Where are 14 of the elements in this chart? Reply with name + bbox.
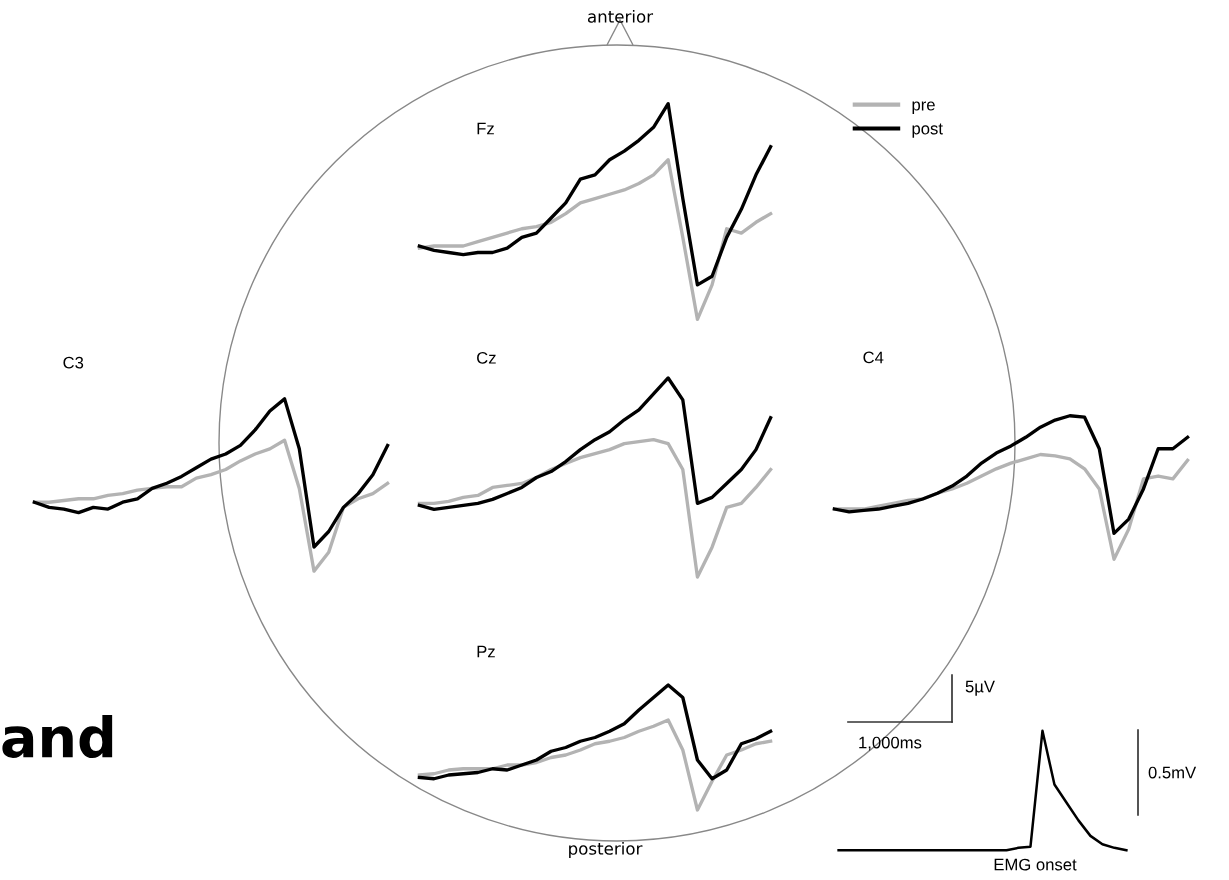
text: posterior	[569, 841, 643, 859]
chart-title: Pz	[477, 645, 495, 658]
text: anterior	[587, 9, 654, 23]
chart-title: Cz	[477, 351, 496, 364]
annotation: 1,000ms	[859, 736, 922, 751]
legend-label: post	[912, 123, 943, 138]
legend-label: pre	[912, 101, 935, 114]
text: 0.5mV	[1148, 766, 1197, 779]
text: Fz	[477, 122, 494, 135]
chart-title: C3	[63, 356, 84, 369]
text: 5µV	[965, 680, 995, 696]
chart-title: C4	[863, 351, 884, 364]
text: and	[2, 715, 113, 759]
text: EMG onset	[994, 858, 1077, 871]
